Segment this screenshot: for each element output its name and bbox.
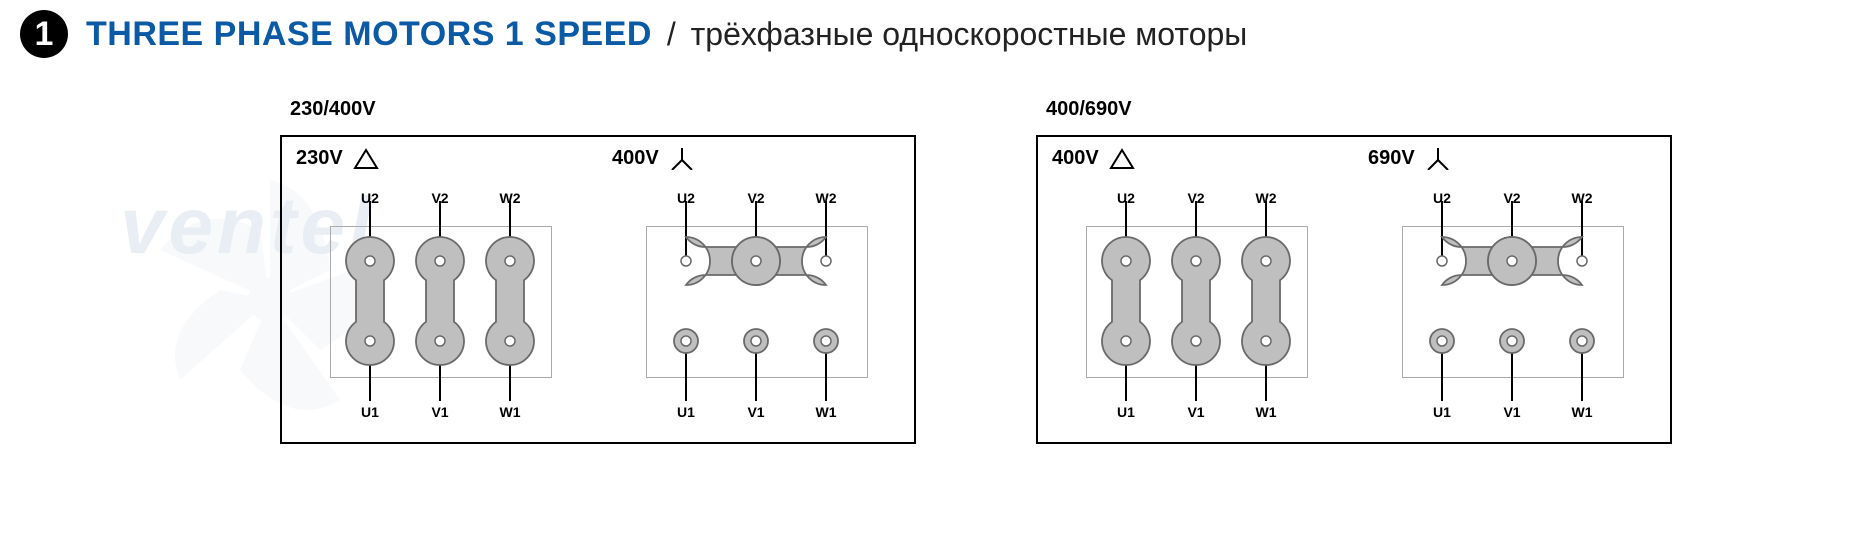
header: 1 THREE PHASE MOTORS 1 SPEED / трёхфазны… xyxy=(0,0,1861,58)
terminal-label: W1 xyxy=(1251,404,1281,420)
group-title: 400/690V xyxy=(1046,98,1672,121)
panel-header: 230V xyxy=(296,147,590,170)
voltage-group: 400/690V 400V U2 U1 V2 V1 W2 W1 690V U2 U1 V2 V1 W2 W1 xyxy=(1036,98,1672,444)
terminal-label: V1 xyxy=(425,404,455,420)
panel-header: 400V xyxy=(612,147,906,170)
content: 230/400V 230V U2 U1 V2 V1 W2 W1 400V U2 U1 V2 V1 W2 W1… xyxy=(0,58,1861,444)
voltage-group: 230/400V 230V U2 U1 V2 V1 W2 W1 400V U2 U1 V2 V1 W2 W1 xyxy=(280,98,916,444)
wiring-panel: 230V U2 U1 V2 V1 W2 W1 xyxy=(282,137,598,442)
panel-pair: 230V U2 U1 V2 V1 W2 W1 400V U2 U1 V2 V1 W2 W1 xyxy=(280,135,916,444)
wye-icon xyxy=(669,148,695,170)
terminal-label: W2 xyxy=(495,190,525,206)
terminal-label: U2 xyxy=(1427,190,1457,206)
terminal-label: V1 xyxy=(741,404,771,420)
terminal-label: U2 xyxy=(355,190,385,206)
terminal-label: V2 xyxy=(1181,190,1211,206)
wiring-panel: 690V U2 U1 V2 V1 W2 W1 xyxy=(1354,137,1670,442)
terminal-label: U1 xyxy=(671,404,701,420)
terminal-label: W1 xyxy=(495,404,525,420)
terminal-label: U1 xyxy=(355,404,385,420)
delta-icon xyxy=(1109,148,1135,170)
panel-header: 400V xyxy=(1052,147,1346,170)
terminal-label: W2 xyxy=(1567,190,1597,206)
panel-header: 690V xyxy=(1368,147,1662,170)
terminal-label: V2 xyxy=(425,190,455,206)
terminal-label: W2 xyxy=(1251,190,1281,206)
group-title: 230/400V xyxy=(290,98,916,121)
terminal-label: W1 xyxy=(811,404,841,420)
voltage-label: 230V xyxy=(296,147,343,170)
panel-pair: 400V U2 U1 V2 V1 W2 W1 690V U2 U1 V2 V1 W2 W1 xyxy=(1036,135,1672,444)
terminal-label: U2 xyxy=(1111,190,1141,206)
wiring-panel: 400V U2 U1 V2 V1 W2 W1 xyxy=(1038,137,1354,442)
section-badge: 1 xyxy=(20,10,68,58)
title-ru: трёхфазные односкоростные моторы xyxy=(691,16,1248,52)
terminal-label: V1 xyxy=(1181,404,1211,420)
title-en: THREE PHASE MOTORS 1 SPEED xyxy=(86,15,652,53)
terminal-label: U2 xyxy=(671,190,701,206)
terminal-label: W2 xyxy=(811,190,841,206)
voltage-label: 400V xyxy=(1052,147,1099,170)
voltage-label: 400V xyxy=(612,147,659,170)
terminal-label: W1 xyxy=(1567,404,1597,420)
terminal-label: V1 xyxy=(1497,404,1527,420)
terminal-label: V2 xyxy=(741,190,771,206)
terminal-label: V2 xyxy=(1497,190,1527,206)
delta-icon xyxy=(353,148,379,170)
voltage-label: 690V xyxy=(1368,147,1415,170)
title-sep: / xyxy=(658,16,685,52)
terminal-label: U1 xyxy=(1111,404,1141,420)
wye-icon xyxy=(1425,148,1451,170)
terminal-label: U1 xyxy=(1427,404,1457,420)
wiring-panel: 400V U2 U1 V2 V1 W2 W1 xyxy=(598,137,914,442)
